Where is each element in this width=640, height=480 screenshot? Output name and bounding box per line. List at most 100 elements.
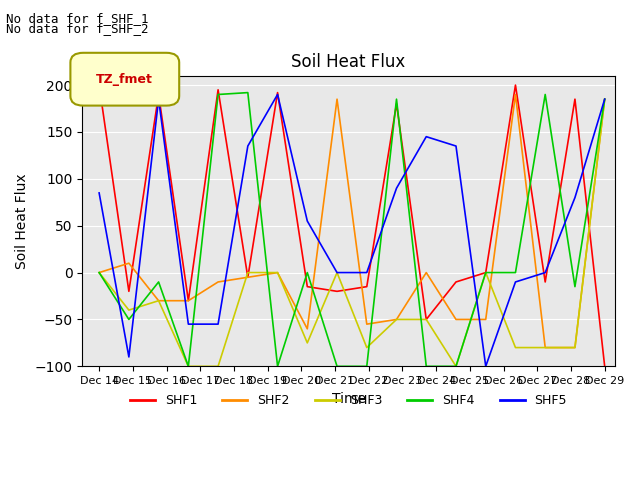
SHF5 [571, 195, 579, 201]
SHF2 [303, 326, 311, 332]
SHF1 [571, 96, 579, 102]
SHF3 [214, 363, 222, 369]
SHF3 [274, 270, 282, 276]
SHF3 [601, 96, 609, 102]
SHF1 [541, 279, 549, 285]
SHF1 [452, 279, 460, 285]
SHF3 [333, 270, 341, 276]
SHF3 [511, 345, 519, 350]
SHF4 [184, 363, 192, 369]
SHF5 [274, 92, 282, 97]
SHF1 [482, 270, 490, 276]
Line: SHF4: SHF4 [99, 93, 605, 366]
SHF2 [393, 317, 401, 323]
SHF5 [303, 218, 311, 224]
SHF4 [571, 284, 579, 289]
SHF1 [184, 298, 192, 303]
SHF5 [333, 270, 341, 276]
SHF2 [601, 96, 609, 102]
SHF4 [422, 363, 430, 369]
SHF4 [452, 363, 460, 369]
SHF2 [571, 345, 579, 350]
SHF5 [541, 270, 549, 276]
SHF2 [333, 96, 341, 102]
SHF4 [244, 90, 252, 96]
SHF4 [393, 96, 401, 102]
SHF3 [303, 340, 311, 346]
SHF4 [511, 270, 519, 276]
SHF5 [244, 143, 252, 149]
SHF5 [214, 321, 222, 327]
SHF1 [511, 82, 519, 88]
SHF5 [155, 96, 163, 102]
SHF5 [422, 134, 430, 140]
SHF4 [363, 363, 371, 369]
SHF1 [244, 275, 252, 280]
SHF4 [274, 363, 282, 369]
SHF2 [541, 345, 549, 350]
Text: No data for f_SHF_1: No data for f_SHF_1 [6, 12, 149, 25]
SHF3 [452, 363, 460, 369]
Text: TZ_fmet: TZ_fmet [97, 72, 153, 86]
SHF1 [155, 92, 163, 97]
SHF3 [482, 270, 490, 276]
SHF2 [184, 298, 192, 303]
SHF1 [393, 101, 401, 107]
SHF2 [452, 317, 460, 323]
SHF4 [95, 270, 103, 276]
SHF5 [393, 185, 401, 191]
SHF1 [95, 82, 103, 88]
SHF3 [184, 363, 192, 369]
SHF3 [155, 298, 163, 303]
Line: SHF5: SHF5 [99, 95, 605, 366]
SHF4 [541, 92, 549, 97]
SHF3 [244, 270, 252, 276]
SHF1 [125, 288, 132, 294]
SHF4 [482, 270, 490, 276]
SHF3 [125, 307, 132, 313]
SHF5 [125, 354, 132, 360]
SHF5 [511, 279, 519, 285]
SHF5 [482, 363, 490, 369]
SHF3 [393, 317, 401, 323]
SHF4 [303, 270, 311, 276]
SHF1 [363, 284, 371, 289]
SHF1 [601, 363, 609, 369]
SHF3 [541, 345, 549, 350]
Line: SHF1: SHF1 [99, 85, 605, 366]
Y-axis label: Soil Heat Flux: Soil Heat Flux [15, 173, 29, 269]
SHF2 [422, 270, 430, 276]
Legend: SHF1, SHF2, SHF3, SHF4, SHF5: SHF1, SHF2, SHF3, SHF4, SHF5 [125, 389, 572, 412]
SHF5 [184, 321, 192, 327]
Text: No data for f_SHF_2: No data for f_SHF_2 [6, 22, 149, 35]
SHF2 [363, 321, 371, 327]
SHF4 [125, 317, 132, 323]
SHF2 [155, 298, 163, 303]
Line: SHF3: SHF3 [99, 99, 605, 366]
SHF5 [363, 270, 371, 276]
SHF1 [333, 288, 341, 294]
SHF4 [155, 279, 163, 285]
X-axis label: Time: Time [332, 392, 365, 406]
SHF3 [571, 345, 579, 350]
SHF2 [244, 275, 252, 280]
SHF2 [482, 317, 490, 323]
SHF2 [511, 92, 519, 97]
SHF2 [214, 279, 222, 285]
Line: SHF2: SHF2 [99, 95, 605, 348]
SHF3 [422, 317, 430, 323]
SHF3 [95, 270, 103, 276]
SHF1 [214, 87, 222, 93]
SHF1 [422, 317, 430, 323]
SHF5 [452, 143, 460, 149]
Title: Soil Heat Flux: Soil Heat Flux [291, 53, 406, 72]
SHF2 [274, 270, 282, 276]
SHF2 [125, 260, 132, 266]
SHF1 [274, 90, 282, 96]
SHF4 [333, 363, 341, 369]
SHF3 [363, 345, 371, 350]
SHF5 [95, 190, 103, 196]
SHF2 [95, 270, 103, 276]
SHF5 [601, 96, 609, 102]
SHF4 [601, 96, 609, 102]
